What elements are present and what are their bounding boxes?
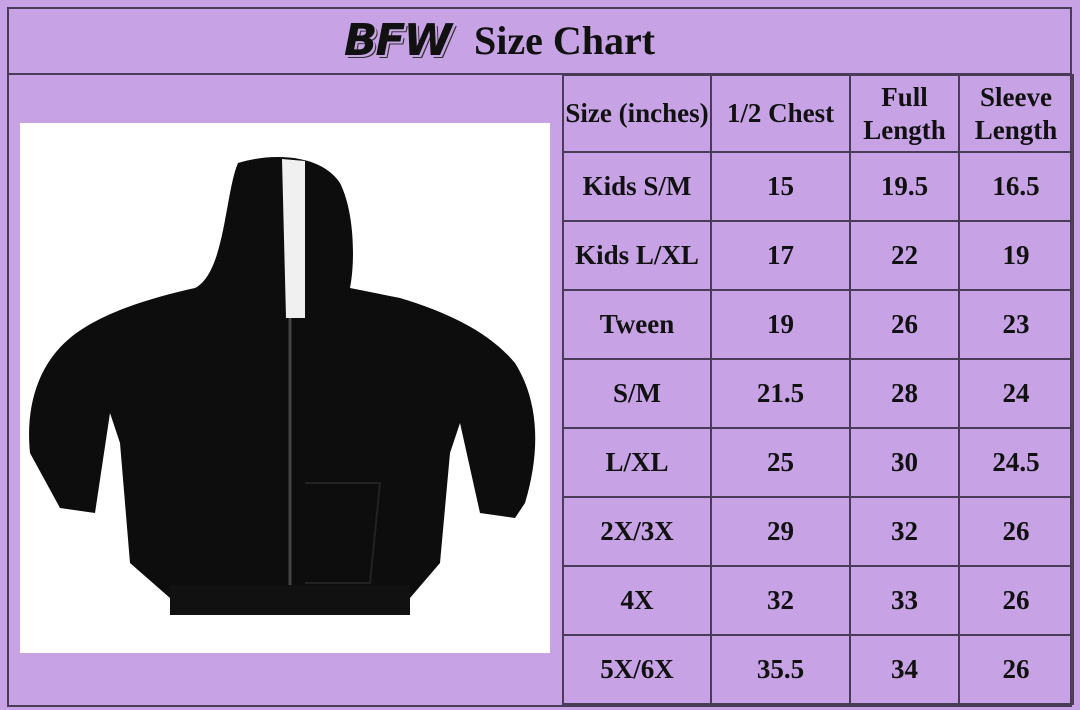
cell-size: L/XL bbox=[562, 427, 712, 498]
cell-sleeve-length: 23 bbox=[958, 289, 1074, 360]
size-table: Size (inches) 1/2 Chest Full Length Slee… bbox=[562, 74, 1074, 705]
cell-sleeve-length: 16.5 bbox=[958, 151, 1074, 222]
cell-full-length: 30 bbox=[849, 427, 960, 498]
cell-chest: 15 bbox=[710, 151, 851, 222]
cell-full-length: 33 bbox=[849, 565, 960, 636]
table-row: Kids S/M 15 19.5 16.5 bbox=[562, 151, 1074, 222]
table-row: 2X/3X 29 32 26 bbox=[562, 496, 1074, 567]
cell-sleeve-length: 19 bbox=[958, 220, 1074, 291]
cell-size: 4X bbox=[562, 565, 712, 636]
brand-logo: BFW bbox=[343, 14, 452, 66]
cell-size: S/M bbox=[562, 358, 712, 429]
cell-sleeve-length: 24 bbox=[958, 358, 1074, 429]
cell-full-length: 32 bbox=[849, 496, 960, 567]
table-row: 5X/6X 35.5 34 26 bbox=[562, 634, 1074, 705]
cell-chest: 19 bbox=[710, 289, 851, 360]
cell-chest: 17 bbox=[710, 220, 851, 291]
cell-chest: 25 bbox=[710, 427, 851, 498]
cell-full-length: 26 bbox=[849, 289, 960, 360]
table-row: Kids L/XL 17 22 19 bbox=[562, 220, 1074, 291]
table-row: 4X 32 33 26 bbox=[562, 565, 1074, 636]
table-header-row: Size (inches) 1/2 Chest Full Length Slee… bbox=[562, 74, 1074, 153]
cell-full-length: 22 bbox=[849, 220, 960, 291]
header-sleeve-length: Sleeve Length bbox=[958, 74, 1074, 153]
cell-full-length: 19.5 bbox=[849, 151, 960, 222]
cell-chest: 35.5 bbox=[710, 634, 851, 705]
table-row: L/XL 25 30 24.5 bbox=[562, 427, 1074, 498]
page-title: Size Chart bbox=[474, 17, 656, 63]
cell-chest: 29 bbox=[710, 496, 851, 567]
header-chest: 1/2 Chest bbox=[710, 74, 851, 153]
cell-sleeve-length: 26 bbox=[958, 496, 1074, 567]
cell-size: Kids L/XL bbox=[562, 220, 712, 291]
title-row: BFW Size Chart bbox=[7, 7, 1072, 75]
cell-size: Tween bbox=[562, 289, 712, 360]
table-row: S/M 21.5 28 24 bbox=[562, 358, 1074, 429]
cell-full-length: 34 bbox=[849, 634, 960, 705]
cell-sleeve-length: 26 bbox=[958, 634, 1074, 705]
cell-full-length: 28 bbox=[849, 358, 960, 429]
cell-size: Kids S/M bbox=[562, 151, 712, 222]
cell-chest: 21.5 bbox=[710, 358, 851, 429]
cell-size: 5X/6X bbox=[562, 634, 712, 705]
header-full-length: Full Length bbox=[849, 74, 960, 153]
cell-size: 2X/3X bbox=[562, 496, 712, 567]
cell-sleeve-length: 26 bbox=[958, 565, 1074, 636]
hoodie-image bbox=[20, 123, 550, 653]
hoodie-icon bbox=[29, 157, 536, 615]
cell-chest: 32 bbox=[710, 565, 851, 636]
header-size: Size (inches) bbox=[562, 74, 712, 153]
cell-sleeve-length: 24.5 bbox=[958, 427, 1074, 498]
table-row: Tween 19 26 23 bbox=[562, 289, 1074, 360]
